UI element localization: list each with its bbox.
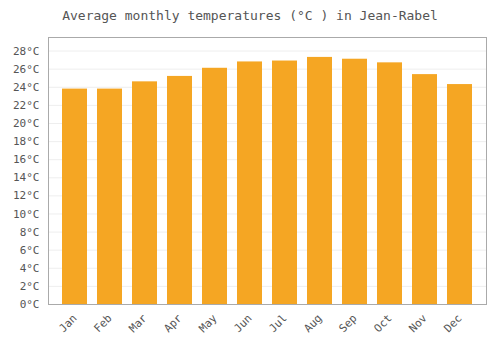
svg-text:4°C: 4°C <box>20 262 40 275</box>
svg-text:Feb: Feb <box>91 312 114 335</box>
svg-text:12°C: 12°C <box>13 189 40 202</box>
svg-text:Nov: Nov <box>406 311 430 335</box>
svg-text:May: May <box>196 311 220 335</box>
svg-text:Mar: Mar <box>126 311 150 335</box>
html-text:Average monthly temperatures (: Average monthly temperatures (°C ) in Je… <box>62 8 438 23</box>
svg-text:Jun: Jun <box>231 312 254 335</box>
svg-text:26°C: 26°C <box>13 63 40 76</box>
svg-text:18°C: 18°C <box>13 135 40 148</box>
svg-text:16°C: 16°C <box>13 153 40 166</box>
svg-text:24°C: 24°C <box>13 81 40 94</box>
svg-text:Apr: Apr <box>161 311 185 335</box>
svg-text:Jul: Jul <box>266 312 289 335</box>
svg-text:22°C: 22°C <box>13 99 40 112</box>
svg-text:28°C: 28°C <box>13 45 40 58</box>
svg-text:Sep: Sep <box>336 312 359 335</box>
svg-text:2°C: 2°C <box>20 280 40 293</box>
svg-text:Jan: Jan <box>56 312 79 335</box>
svg-text:6°C: 6°C <box>20 244 40 257</box>
svg-text:8°C: 8°C <box>20 226 40 239</box>
svg-text:Dec: Dec <box>441 312 464 335</box>
svg-text:0°C: 0°C <box>20 298 40 311</box>
svg-text:20°C: 20°C <box>13 117 40 130</box>
svg-text:Oct: Oct <box>371 312 394 335</box>
svg-text:Aug: Aug <box>301 312 324 335</box>
svg-text:10°C: 10°C <box>13 208 40 221</box>
svg-text:14°C: 14°C <box>13 171 40 184</box>
